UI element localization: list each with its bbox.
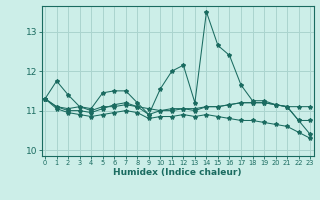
X-axis label: Humidex (Indice chaleur): Humidex (Indice chaleur) [113,168,242,177]
